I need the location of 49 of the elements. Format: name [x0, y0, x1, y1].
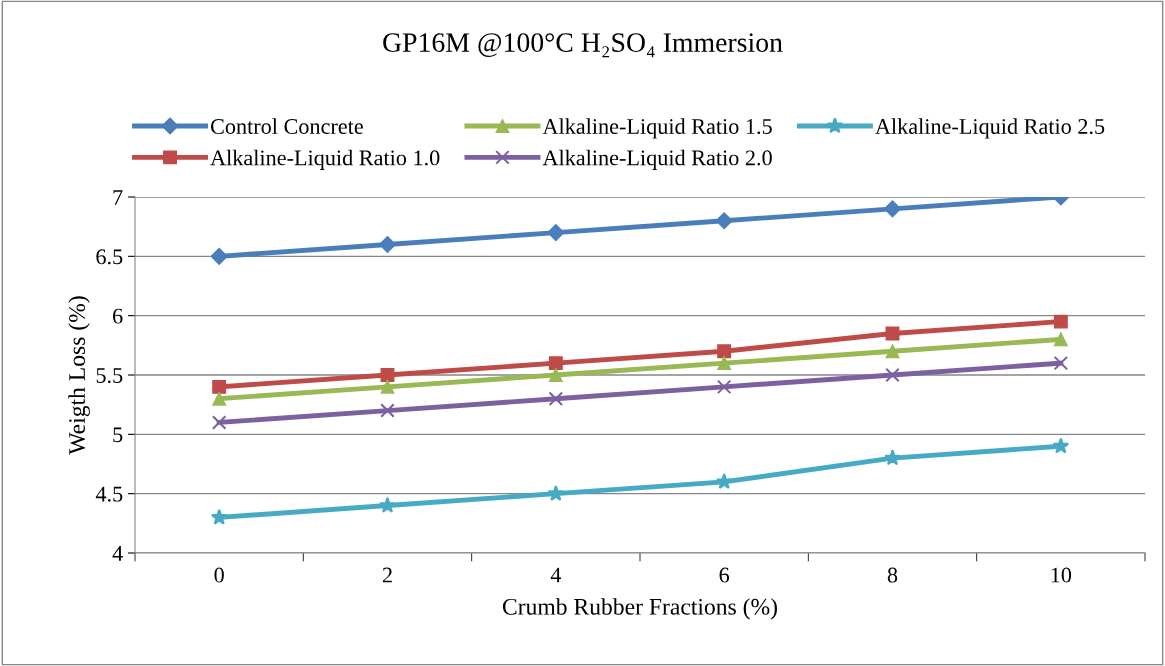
point — [717, 344, 732, 359]
point — [380, 368, 395, 382]
point — [1053, 332, 1068, 347]
point — [1053, 355, 1069, 371]
point — [210, 508, 228, 525]
legend-label: Control Concrete — [210, 118, 363, 134]
y-tick-label: 4 — [112, 546, 123, 561]
x-tick-label: 6 — [719, 567, 730, 583]
point — [717, 356, 732, 371]
legend-label: Alkaline-Liquid Ratio 1.5 — [542, 118, 772, 139]
point — [885, 344, 900, 359]
y-tick-label: 4.5 — [95, 486, 123, 502]
point — [379, 496, 396, 513]
point — [716, 379, 732, 395]
x-axis-title: Crumb Rubber Fractions (%) — [502, 598, 777, 620]
x-tick-label: 0 — [214, 567, 224, 583]
x-tick-label: 4 — [550, 567, 562, 583]
point — [212, 379, 227, 394]
point — [548, 356, 563, 371]
point — [1053, 314, 1068, 329]
x-tick-label: 8 — [887, 567, 898, 583]
chart-title: GP16M @100°C H₂SO₄ Immersion — [383, 33, 783, 58]
point — [884, 449, 901, 466]
point — [210, 247, 228, 265]
x-tick-label: 10 — [1051, 567, 1072, 583]
y-tick-label: 6.5 — [96, 249, 123, 265]
point — [211, 415, 227, 430]
point — [547, 484, 565, 501]
y-tick-label: 7 — [113, 190, 123, 205]
point — [883, 200, 902, 218]
y-tick-label: 6 — [113, 308, 123, 324]
point — [548, 391, 564, 407]
point — [1052, 437, 1070, 454]
y-tick-label: 5.5 — [96, 368, 123, 384]
point — [885, 367, 900, 383]
point — [380, 379, 395, 394]
legend-label: Alkaline-Liquid Ratio 1.0 — [210, 149, 440, 170]
point — [378, 235, 397, 254]
legend-label: Alkaline-Liquid Ratio 2.0 — [542, 149, 772, 170]
point — [715, 212, 733, 230]
y-axis-title: Weigth Loss (%) — [68, 296, 90, 455]
point — [547, 224, 565, 242]
y-tick-label: 5 — [113, 427, 123, 443]
x-tick-label: 2 — [382, 567, 392, 583]
point — [212, 391, 227, 406]
legend-label: Alkaline-Liquid Ratio 2.5 — [875, 118, 1105, 139]
point — [380, 403, 395, 418]
point — [548, 368, 563, 382]
point — [715, 473, 733, 490]
